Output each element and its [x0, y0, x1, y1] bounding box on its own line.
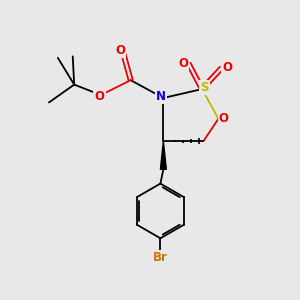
Text: N: N: [156, 90, 166, 103]
Text: O: O: [94, 90, 104, 103]
Polygon shape: [160, 141, 166, 169]
Text: O: O: [222, 61, 232, 74]
Text: Br: Br: [153, 251, 168, 264]
Text: S: S: [200, 81, 208, 94]
Text: O: O: [115, 44, 125, 57]
Text: O: O: [178, 57, 188, 70]
Text: O: O: [219, 112, 229, 125]
